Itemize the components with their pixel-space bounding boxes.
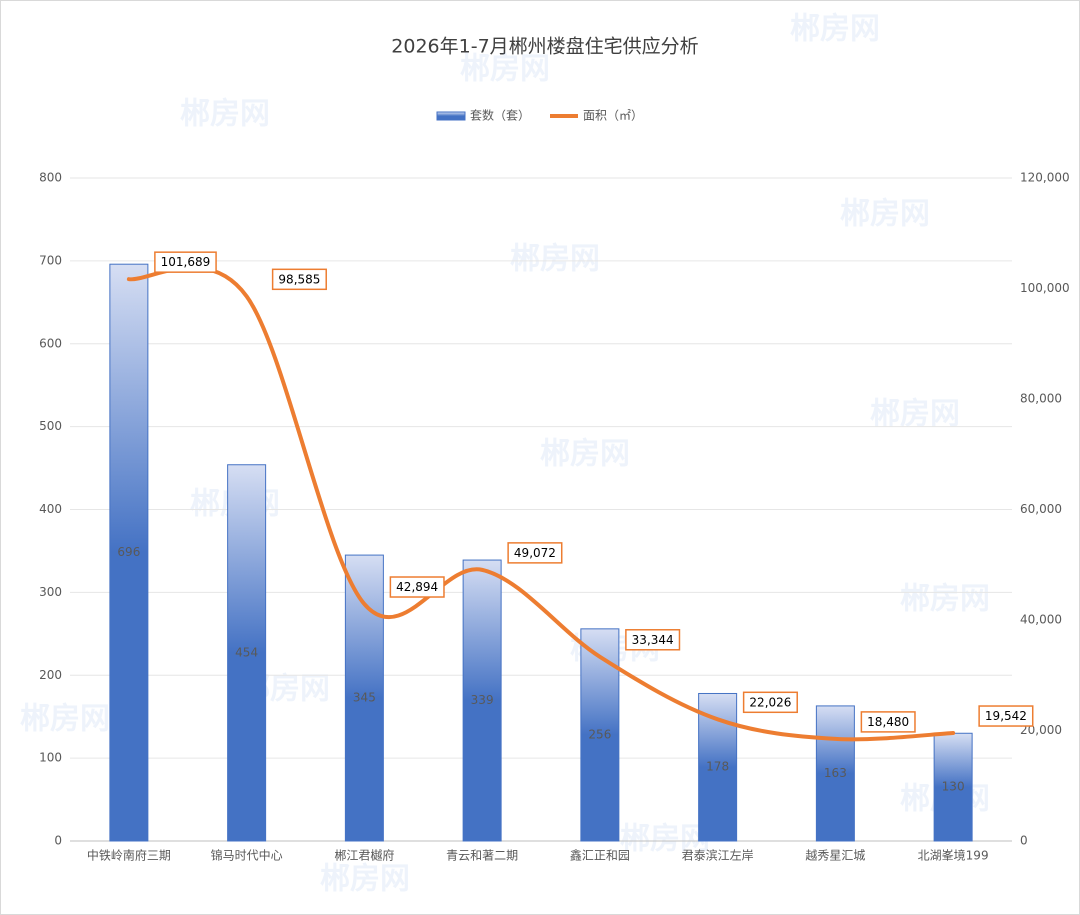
line-label-box — [389, 576, 445, 598]
bar-value-label: 256 — [588, 727, 611, 741]
line — [126, 265, 956, 742]
legend-swatch — [436, 111, 466, 121]
watermark: 郴房网 — [840, 197, 930, 232]
bar — [227, 464, 267, 842]
line-label-box — [860, 711, 916, 733]
y-tick-label: 600 — [39, 336, 62, 350]
line-label-box — [978, 705, 1034, 727]
y2-tick-label: 40,000 — [1020, 613, 1062, 627]
y-tick-label: 800 — [39, 171, 62, 185]
watermark: 郴房网 — [460, 52, 550, 87]
watermark: 郴房网 — [180, 97, 270, 132]
y-tick-label: 200 — [39, 668, 62, 682]
y2-tick-label: 80,000 — [1020, 392, 1062, 406]
line-value-label: 22,026 — [749, 695, 791, 709]
bar-value-label: 178 — [706, 760, 729, 774]
x-tick-label: 越秀星汇城 — [805, 849, 865, 863]
x-tick-label: 鑫汇正和园 — [570, 848, 630, 863]
line-value-label: 19,542 — [985, 709, 1027, 723]
x-tick-label: 青云和著二期 — [446, 849, 518, 863]
line-value-label: 33,344 — [632, 633, 674, 647]
watermark: 郴房网 — [320, 862, 410, 897]
y-tick-label: 300 — [39, 585, 62, 599]
x-tick-label: 锦马时代中心 — [211, 848, 283, 863]
line-label-box — [271, 268, 327, 291]
y2-tick-label: 120,000 — [1020, 171, 1070, 185]
watermark: 郴房网 — [900, 582, 990, 617]
legend-label: 套数（套） — [470, 108, 530, 123]
bar — [933, 732, 973, 842]
chart-title: 2026年1-7月郴州楼盘住宅供应分析 — [391, 36, 698, 58]
watermark: 郴房网 — [620, 822, 710, 857]
line-value-label: 98,585 — [278, 272, 320, 286]
y2-tick-label: 100,000 — [1020, 281, 1070, 295]
watermark: 郴房网 — [870, 397, 960, 432]
bar — [109, 263, 149, 842]
y-tick-label: 500 — [39, 419, 62, 433]
bar-value-label: 163 — [824, 766, 847, 780]
bar-value-label: 339 — [471, 693, 494, 707]
legend-label: 面积（㎡） — [583, 109, 643, 123]
y-tick-label: 700 — [39, 253, 62, 267]
line-value-label: 101,689 — [161, 255, 211, 269]
x-tick-label: 君泰滨江左岸 — [682, 848, 754, 863]
line-label-box — [625, 629, 681, 651]
x-tick-label: 北湖峯境199 — [918, 848, 989, 863]
watermark: 郴房网 — [510, 242, 600, 277]
bar-value-label: 454 — [235, 645, 258, 659]
bar — [462, 559, 502, 842]
line-label-box — [507, 542, 563, 564]
bar-value-label: 696 — [117, 545, 140, 559]
y-tick-label: 0 — [54, 834, 62, 848]
watermark: 郴房网 — [540, 437, 630, 472]
bar — [580, 628, 620, 842]
line-value-label: 49,072 — [514, 546, 556, 560]
line-label-box — [742, 691, 798, 714]
y-tick-label: 100 — [39, 751, 62, 765]
x-tick-label: 郴江君樾府 — [334, 848, 394, 863]
line-value-label: 42,894 — [396, 580, 438, 594]
y2-tick-label: 0 — [1020, 834, 1028, 848]
line-value-label: 18,480 — [867, 715, 909, 729]
line-label-box — [154, 251, 217, 273]
bar-value-label: 345 — [353, 691, 376, 705]
watermark: 郴房网 — [790, 12, 880, 47]
bar-value-label: 130 — [942, 780, 965, 794]
watermark: 郴房网 — [20, 702, 110, 737]
y-tick-label: 400 — [39, 502, 62, 516]
bar — [815, 705, 855, 842]
y2-tick-label: 60,000 — [1020, 502, 1062, 516]
x-tick-label: 中铁岭南府三期 — [87, 848, 171, 863]
